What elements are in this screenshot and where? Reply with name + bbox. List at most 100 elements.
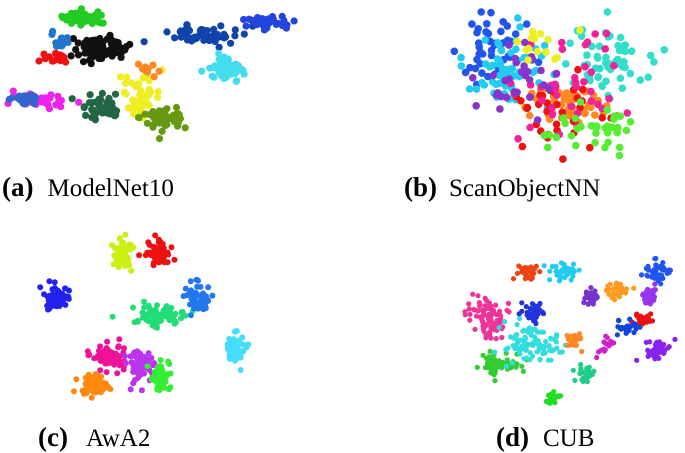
point (115, 245, 122, 252)
point (647, 318, 653, 324)
point (553, 263, 559, 269)
point (578, 368, 584, 374)
point (60, 296, 67, 302)
point (658, 281, 664, 287)
point (206, 36, 214, 44)
point (494, 89, 502, 97)
point (585, 373, 592, 379)
point (168, 113, 176, 121)
point (576, 26, 584, 34)
point (472, 307, 479, 313)
point (514, 337, 520, 343)
point (571, 114, 580, 123)
point (497, 308, 503, 314)
point (67, 19, 76, 27)
point (472, 326, 478, 332)
panel-title: AwA2 (86, 425, 150, 452)
point (478, 69, 486, 77)
point (470, 291, 476, 297)
point (503, 347, 509, 353)
point (562, 274, 568, 280)
point (517, 351, 523, 357)
embeddings (4, 5, 678, 406)
point (518, 142, 527, 151)
point (522, 20, 531, 28)
point (461, 68, 470, 77)
point (157, 238, 164, 245)
point (615, 143, 624, 152)
point (166, 314, 173, 321)
point (125, 259, 132, 266)
point (636, 76, 645, 84)
point (85, 99, 93, 107)
point (229, 355, 236, 362)
point (90, 383, 97, 390)
point (154, 88, 162, 96)
panel-title: CUB (543, 425, 594, 452)
point (578, 85, 587, 94)
point (483, 335, 489, 341)
point (581, 40, 590, 49)
point (483, 355, 489, 361)
point (488, 370, 494, 376)
point (238, 349, 245, 356)
point (145, 350, 152, 357)
point (514, 332, 520, 338)
point (547, 347, 553, 353)
point (79, 387, 86, 394)
point (549, 336, 556, 342)
point (150, 362, 156, 369)
point (226, 348, 233, 355)
point (69, 35, 77, 43)
point (564, 332, 570, 339)
point (540, 81, 548, 89)
point (503, 363, 509, 369)
point (237, 367, 244, 373)
point (487, 301, 493, 308)
point (98, 106, 106, 114)
point (644, 73, 652, 81)
point (540, 346, 547, 352)
point (187, 312, 194, 319)
point (533, 47, 542, 56)
point (112, 111, 120, 119)
point (164, 259, 171, 266)
point (215, 43, 223, 51)
point (82, 374, 89, 381)
point (523, 335, 529, 341)
point (505, 75, 513, 83)
point (496, 105, 504, 113)
point (232, 68, 241, 76)
point (122, 43, 130, 51)
point (587, 68, 596, 76)
point (517, 97, 525, 105)
point (524, 44, 533, 53)
point (532, 303, 538, 309)
point (492, 349, 498, 355)
point (537, 357, 543, 363)
point (116, 73, 125, 81)
point (525, 76, 534, 84)
point (122, 79, 130, 87)
point (88, 47, 96, 55)
point (58, 34, 66, 42)
point (462, 309, 468, 315)
point (672, 336, 678, 342)
point (520, 368, 527, 374)
point (171, 320, 178, 327)
point (149, 123, 157, 131)
point (610, 112, 619, 120)
point (505, 300, 512, 306)
point (547, 277, 553, 283)
panel-caption: (b) ScanObjectNN (404, 172, 600, 202)
point (158, 127, 166, 135)
point (605, 94, 613, 103)
point (602, 340, 608, 346)
point (509, 360, 515, 366)
point (80, 104, 88, 112)
point (647, 339, 653, 345)
point (593, 54, 602, 62)
point (577, 122, 585, 131)
point (142, 65, 150, 73)
